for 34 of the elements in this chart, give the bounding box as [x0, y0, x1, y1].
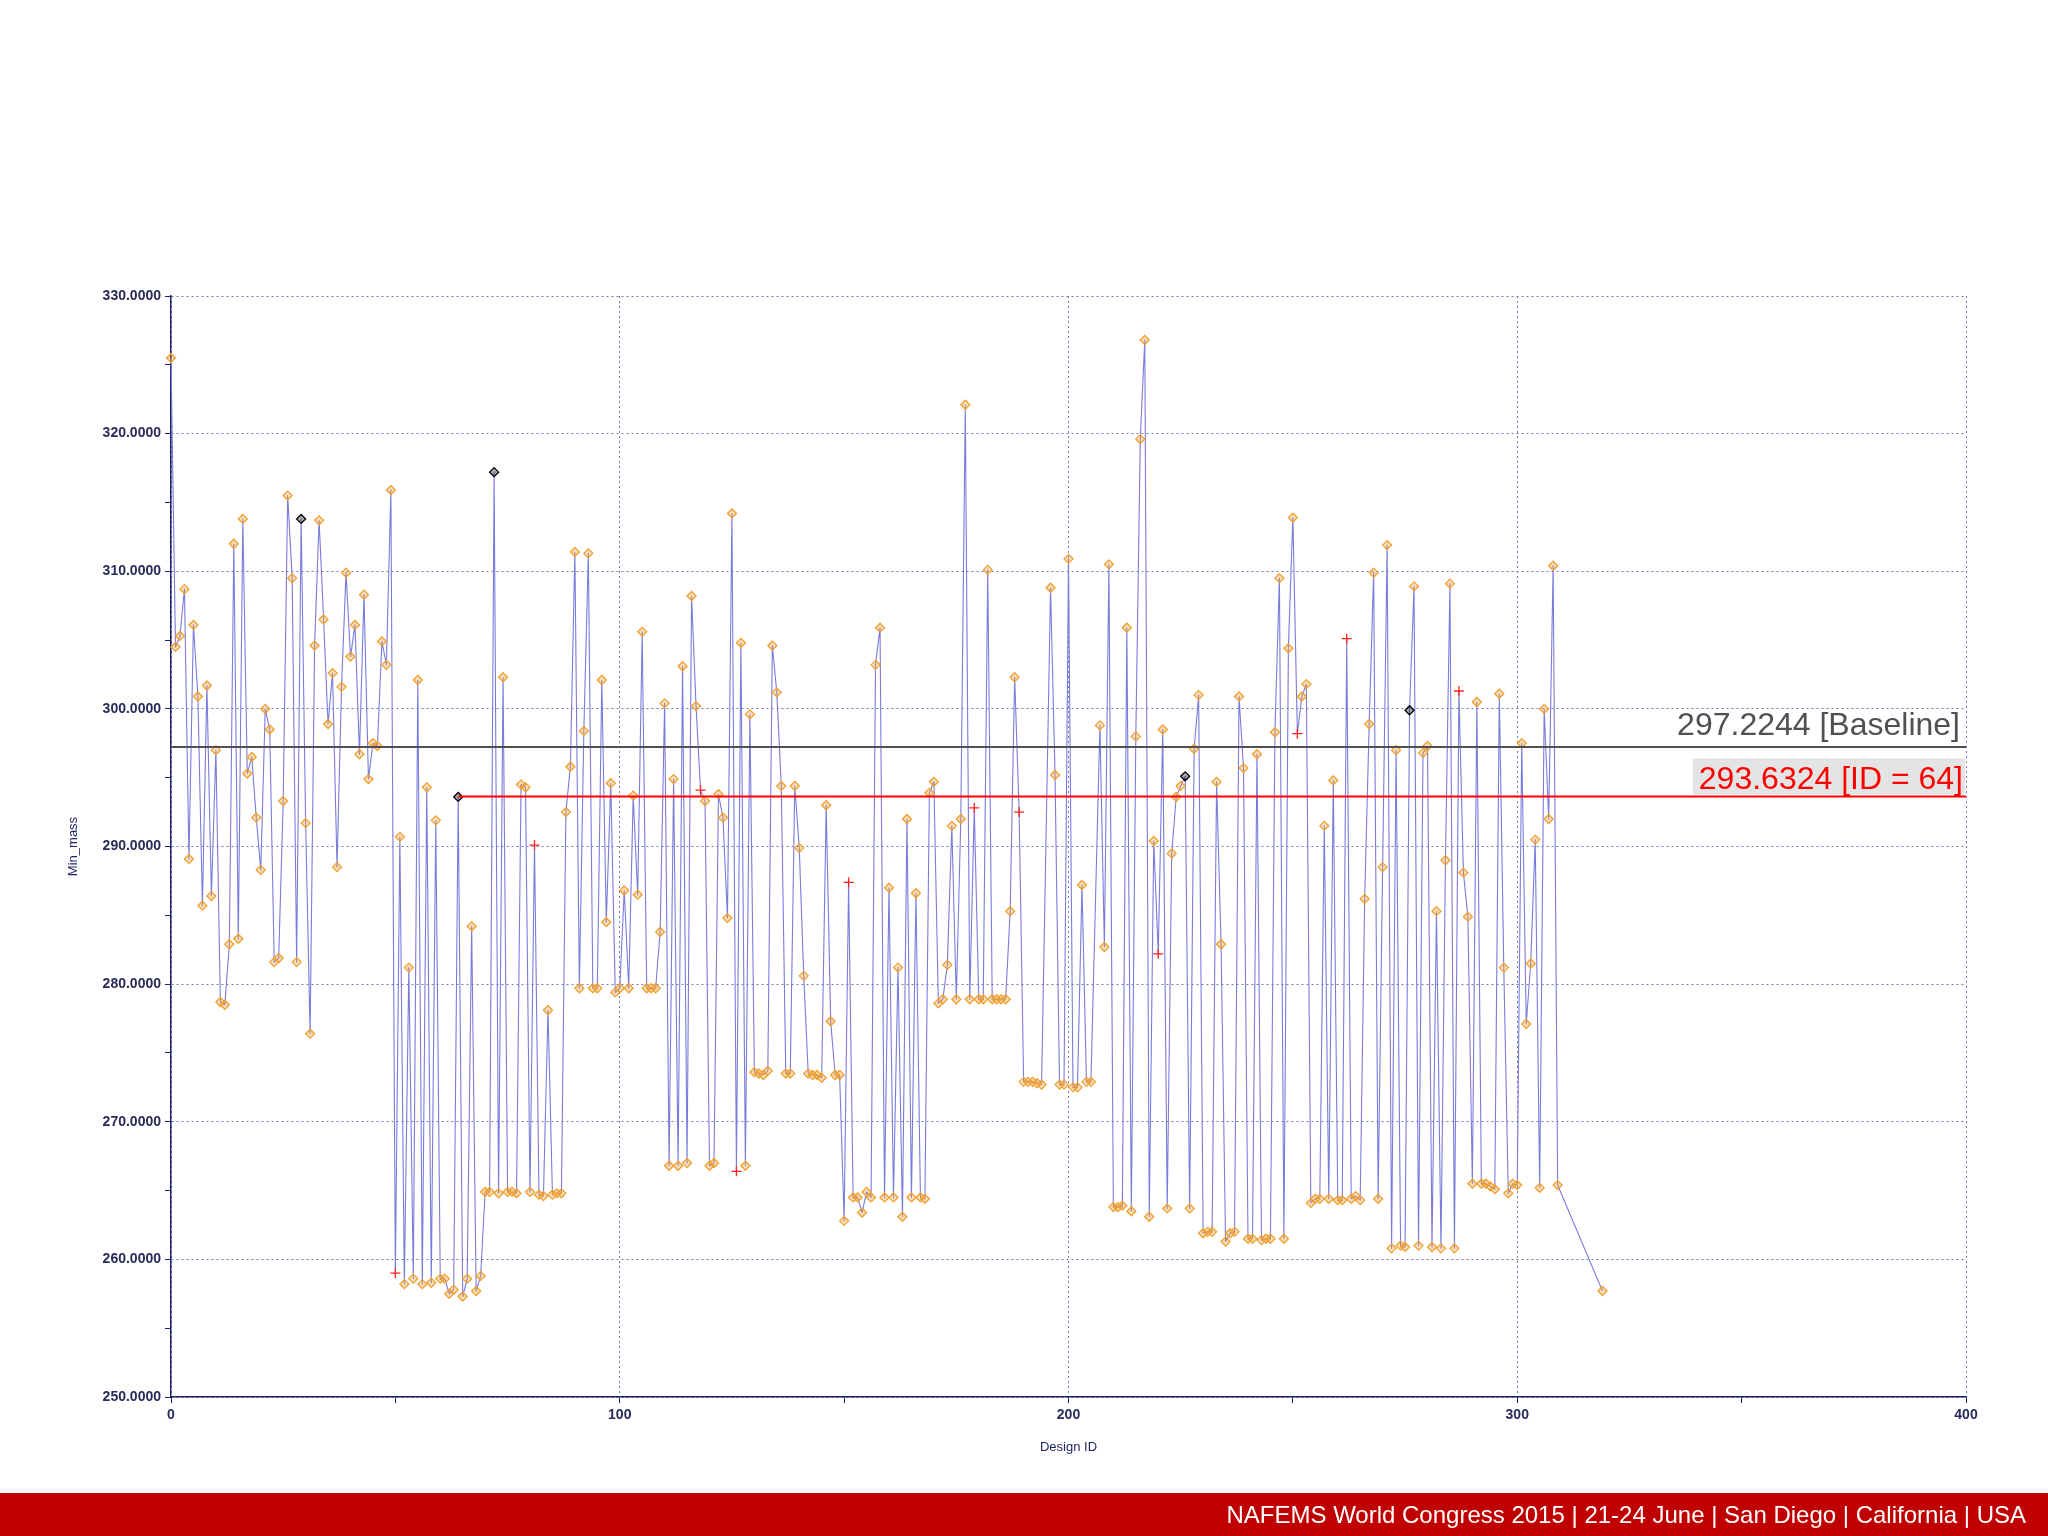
y-tick-label: 300.0000 — [102, 699, 162, 716]
y-tick-label: 250.0000 — [102, 1387, 162, 1404]
x-tick-label: 200 — [1056, 1406, 1081, 1423]
y-axis-title: Min_mass — [65, 816, 81, 877]
point — [1453, 685, 1465, 697]
y-tick-label: 320.0000 — [102, 424, 162, 441]
point — [968, 802, 980, 814]
y-tick-label: 330.0000 — [102, 286, 162, 303]
point — [842, 876, 855, 888]
ref-line-label: 297.2244 [Baseline] — [1677, 706, 1960, 743]
y-tick-label: 270.0000 — [102, 1112, 162, 1129]
point — [1341, 633, 1353, 645]
point — [730, 1165, 743, 1177]
point — [1404, 705, 1415, 716]
point — [488, 467, 500, 478]
point — [1152, 948, 1164, 960]
x-tick-label: 300 — [1505, 1406, 1530, 1423]
point — [1291, 728, 1304, 740]
point — [1013, 806, 1025, 818]
y-tick-label: 260.0000 — [102, 1250, 162, 1267]
series-label: 293.6324 [ID = 64] — [1698, 759, 1963, 796]
point — [295, 513, 307, 525]
point — [389, 1267, 402, 1279]
text: NAFEMS World Congress 2015 | 21-24 June | San Diego | California | USA — [1226, 1500, 2026, 1530]
y-tick-label: 290.0000 — [102, 837, 162, 854]
x-tick-label: 400 — [1954, 1406, 1978, 1423]
x-tick-label: 0 — [167, 1406, 176, 1423]
point — [694, 784, 707, 796]
y-tick-label: 280.0000 — [102, 974, 162, 991]
point — [1180, 771, 1191, 782]
point — [528, 839, 541, 851]
y-tick-label: 310.0000 — [102, 562, 162, 579]
x-tick-label: 100 — [608, 1406, 632, 1423]
x-axis-title: Design ID — [1039, 1438, 1098, 1454]
